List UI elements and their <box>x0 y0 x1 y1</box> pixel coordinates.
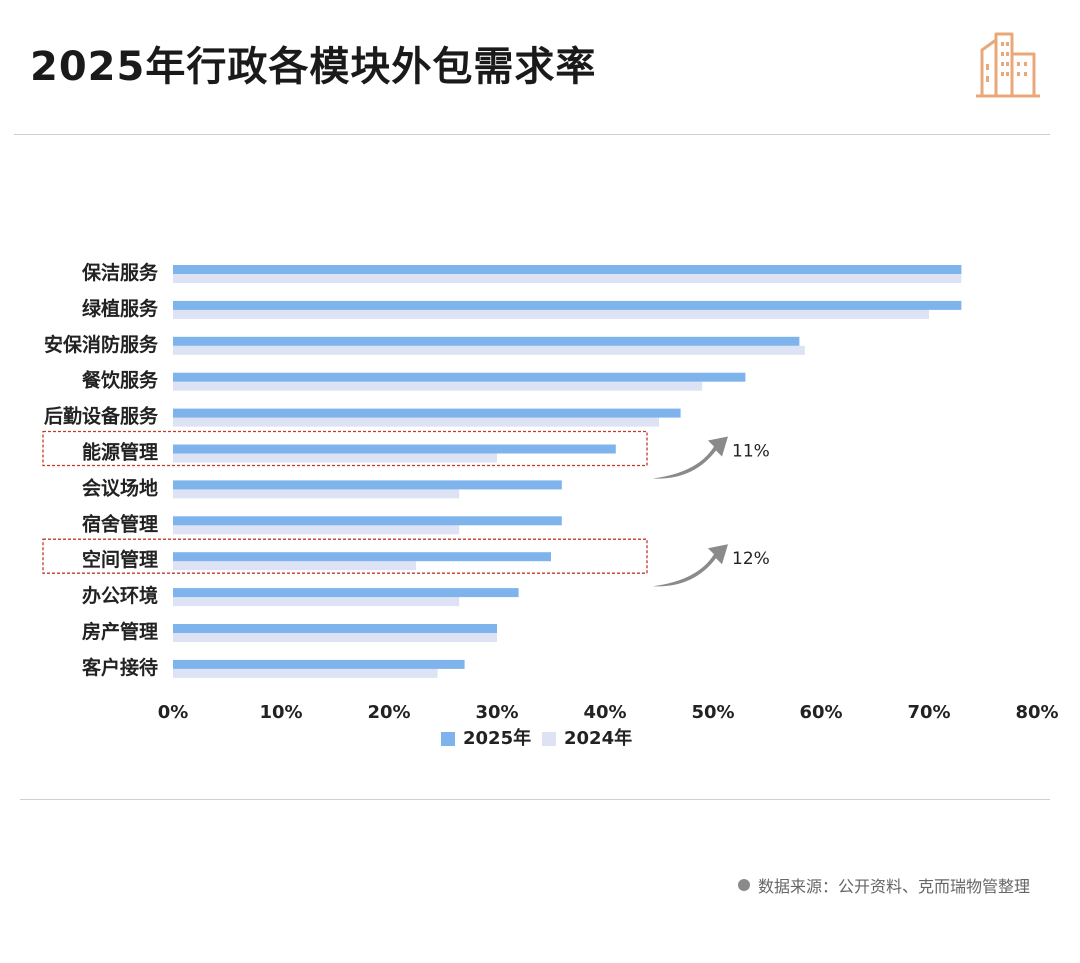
category-label: 餐饮服务 <box>82 369 159 392</box>
bar-2025 <box>173 444 616 454</box>
category-label: 后勤设备服务 <box>44 405 159 428</box>
annotation-label: 11% <box>732 442 770 462</box>
category-label: 办公环境 <box>82 584 158 607</box>
bar-2024 <box>173 561 416 571</box>
building-icon <box>976 32 1040 98</box>
category-label: 保洁服务 <box>81 261 159 284</box>
bar-2025 <box>173 516 562 526</box>
bar-2025 <box>173 265 962 274</box>
category-label: 宿舍管理 <box>82 512 158 535</box>
bar-2025 <box>173 588 519 598</box>
x-tick-label: 20% <box>367 702 410 723</box>
bar-2024 <box>173 417 659 427</box>
bar-2025 <box>173 659 465 669</box>
bar-2025 <box>173 408 681 418</box>
legend-label-2025: 2025年 <box>463 727 531 749</box>
legend-swatch-2024 <box>542 732 556 746</box>
category-label: 会议场地 <box>82 476 158 499</box>
highlight-box <box>42 430 648 467</box>
legend-swatch-2025 <box>441 732 455 746</box>
x-tick-label: 50% <box>691 702 734 723</box>
bar-2024 <box>173 668 438 678</box>
bar-chart: 保洁服务绿植服务安保消防服务餐饮服务后勤设备服务能源管理会议场地宿舍管理空间管理… <box>42 261 1059 749</box>
x-tick-label: 40% <box>583 702 626 723</box>
highlight-box <box>42 538 648 574</box>
bar-2024 <box>173 381 703 391</box>
bar-2025 <box>173 624 497 633</box>
source-note: 数据来源：公开资料、克而瑞物管整理 <box>737 873 1030 897</box>
annotation-label: 12% <box>732 549 770 569</box>
x-tick-label: 10% <box>259 702 302 723</box>
bar-2025 <box>173 552 551 562</box>
bar-2024 <box>173 309 929 319</box>
growth-arrow-icon <box>653 436 728 479</box>
category-label: 绿植服务 <box>82 297 159 320</box>
x-tick-label: 70% <box>907 702 950 723</box>
category-label: 空间管理 <box>82 548 158 571</box>
growth-arrow-icon <box>653 544 728 587</box>
bar-2025 <box>173 300 962 310</box>
page-title: 2025年行政各模块外包需求率 <box>30 44 597 90</box>
bar-2024 <box>173 633 497 642</box>
legend-label-2024: 2024年 <box>564 727 632 749</box>
category-label: 能源管理 <box>82 441 158 464</box>
top-divider <box>14 134 1050 135</box>
x-tick-label: 80% <box>1015 702 1058 723</box>
dot-icon <box>737 879 750 891</box>
bottom-divider <box>20 799 1050 800</box>
x-tick-label: 30% <box>475 702 518 723</box>
bar-2024 <box>173 489 460 499</box>
source-text: 数据来源：公开资料、克而瑞物管整理 <box>757 877 1030 896</box>
bar-2024 <box>173 525 460 535</box>
bar-2025 <box>173 372 746 382</box>
x-tick-label: 60% <box>799 702 842 723</box>
bar-2024 <box>173 274 962 283</box>
x-tick-label: 0% <box>158 702 189 723</box>
bar-2025 <box>173 336 800 346</box>
bar-2024 <box>173 345 805 355</box>
category-label: 房产管理 <box>82 620 158 643</box>
category-label: 客户接待 <box>82 656 158 679</box>
bar-2024 <box>173 453 497 463</box>
category-label: 安保消防服务 <box>44 333 159 356</box>
bar-2024 <box>173 597 460 607</box>
bar-2025 <box>173 480 562 490</box>
